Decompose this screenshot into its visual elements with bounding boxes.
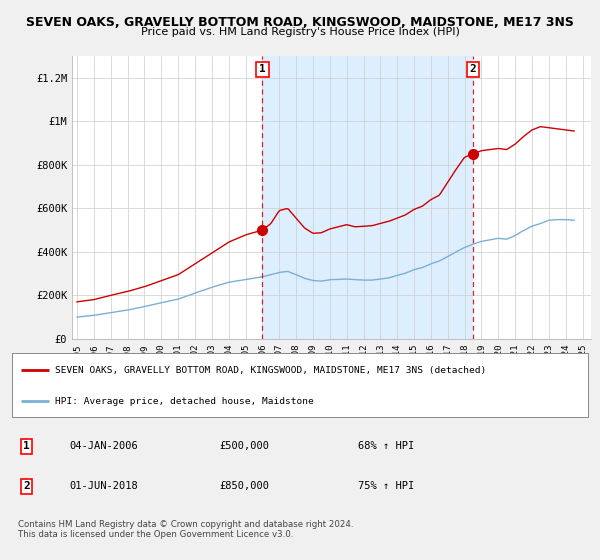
Text: Price paid vs. HM Land Registry's House Price Index (HPI): Price paid vs. HM Land Registry's House … [140, 27, 460, 37]
Text: 1: 1 [23, 441, 30, 451]
Text: 75% ↑ HPI: 75% ↑ HPI [358, 482, 414, 491]
Text: SEVEN OAKS, GRAVELLY BOTTOM ROAD, KINGSWOOD, MAIDSTONE, ME17 3NS (detached): SEVEN OAKS, GRAVELLY BOTTOM ROAD, KINGSW… [55, 366, 487, 375]
Bar [262, 56, 473, 339]
Text: 04-JAN-2006: 04-JAN-2006 [70, 441, 139, 451]
Text: 1: 1 [259, 64, 266, 74]
Text: 2: 2 [470, 64, 476, 74]
Text: £850,000: £850,000 [220, 482, 269, 491]
Text: 01-JUN-2018: 01-JUN-2018 [70, 482, 139, 491]
Text: £500,000: £500,000 [220, 441, 269, 451]
Text: Contains HM Land Registry data © Crown copyright and database right 2024.
This d: Contains HM Land Registry data © Crown c… [18, 520, 353, 539]
Text: 2: 2 [23, 482, 30, 491]
Text: HPI: Average price, detached house, Maidstone: HPI: Average price, detached house, Maid… [55, 396, 314, 405]
Text: SEVEN OAKS, GRAVELLY BOTTOM ROAD, KINGSWOOD, MAIDSTONE, ME17 3NS: SEVEN OAKS, GRAVELLY BOTTOM ROAD, KINGSW… [26, 16, 574, 29]
Text: 68% ↑ HPI: 68% ↑ HPI [358, 441, 414, 451]
